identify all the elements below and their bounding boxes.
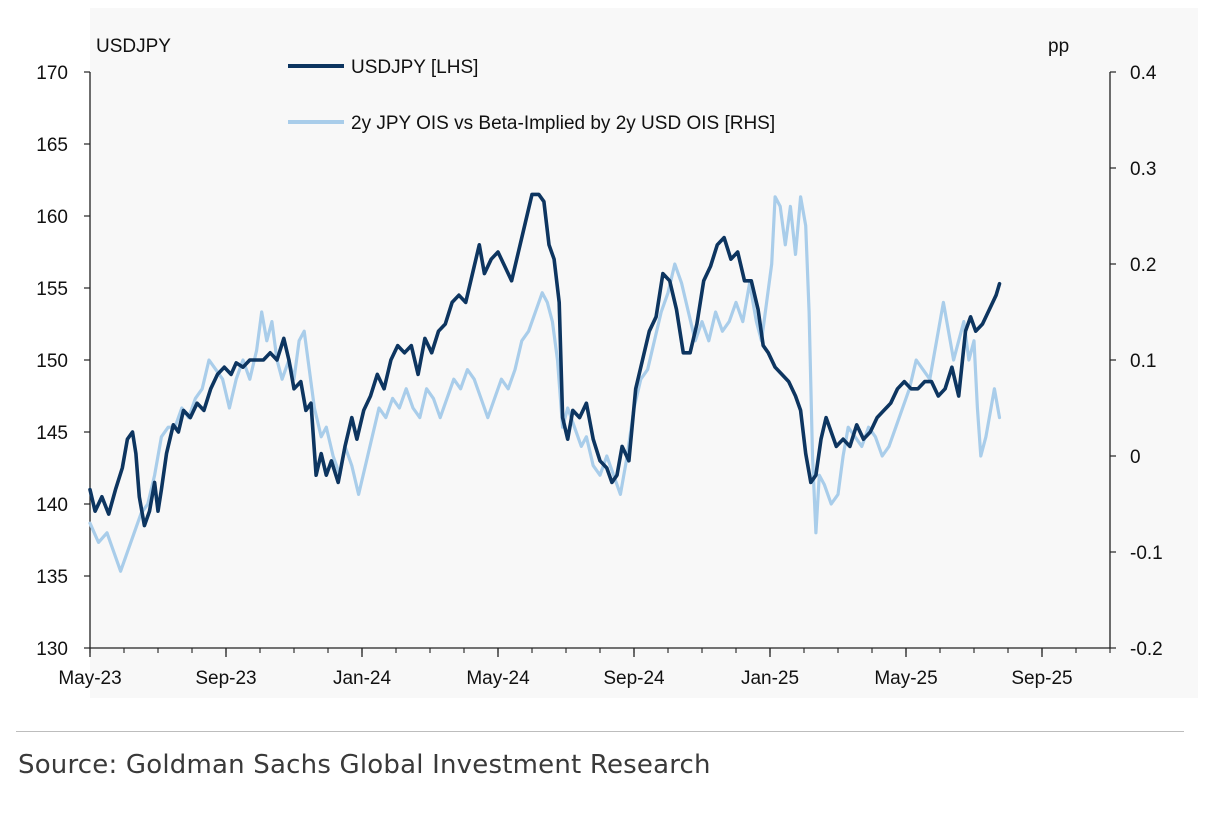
- right-tick-label: 0: [1130, 447, 1141, 468]
- right-tick-label: 0.4: [1130, 63, 1157, 84]
- right-tick-label: -0.1: [1130, 543, 1163, 564]
- x-tick-label: May-24: [466, 668, 530, 689]
- right-axis-title: pp: [1048, 36, 1069, 57]
- x-tick-label: Sep-25: [1011, 668, 1072, 689]
- axes: 130 135 140 145 150 155 160 165 170 -0.2 -0.1 0 0.1 0…: [36, 63, 1162, 689]
- left-tick-label: 135: [36, 567, 68, 588]
- right-tick-label: 0.2: [1130, 255, 1156, 276]
- series-line-usdjpy: [88, 192, 1002, 528]
- left-tick-label: 155: [36, 279, 68, 300]
- left-tick-label: 160: [36, 207, 68, 228]
- x-tick-label: May-23: [58, 668, 121, 689]
- right-tick-label: 0.1: [1130, 351, 1156, 372]
- left-tick-label: 165: [36, 135, 68, 156]
- x-tick-label: Jan-24: [333, 668, 392, 689]
- left-tick-label: 130: [36, 639, 68, 660]
- left-tick-label: 150: [36, 351, 68, 372]
- legend: USDJPY [LHS] 2y JPY OIS vs Beta-Implied …: [288, 57, 775, 134]
- left-axis-title: USDJPY: [96, 36, 171, 57]
- divider: [16, 731, 1184, 732]
- x-tick-label: Jan-25: [741, 668, 799, 689]
- left-tick-label: 170: [36, 63, 68, 84]
- legend-label-ois: 2y JPY OIS vs Beta-Implied by 2y USD OIS…: [351, 113, 775, 134]
- series-line-ois-spread: [88, 195, 1002, 573]
- left-tick-label: 140: [36, 495, 68, 516]
- right-tick-label: -0.2: [1130, 639, 1163, 660]
- x-tick-label: Sep-23: [195, 668, 256, 689]
- series-layer: [88, 192, 1002, 573]
- x-tick-label: Sep-24: [603, 668, 665, 689]
- left-tick-label: 145: [36, 423, 68, 444]
- right-tick-label: 0.3: [1130, 159, 1156, 180]
- legend-label-usdjpy: USDJPY [LHS]: [351, 57, 478, 78]
- x-tick-label: May-25: [874, 668, 937, 689]
- source-note: Source: Goldman Sachs Global Investment …: [18, 750, 711, 780]
